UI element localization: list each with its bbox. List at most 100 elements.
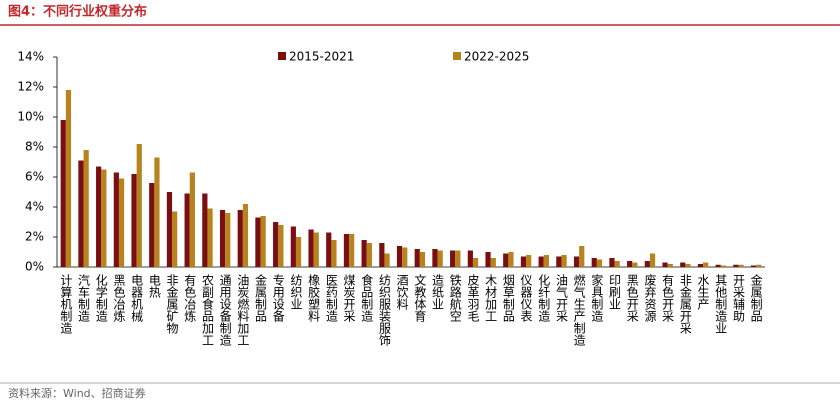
bar [308, 229, 314, 267]
bar [113, 172, 119, 267]
bar [255, 217, 261, 267]
bar [313, 232, 319, 267]
x-tick-label: 化学制造 [94, 274, 108, 322]
bar [467, 250, 473, 267]
x-tick-label: 非金属开采 [678, 274, 692, 334]
bar [543, 255, 549, 267]
y-tick-label: 14% [17, 50, 44, 64]
bar [644, 261, 650, 267]
bar [278, 225, 284, 267]
y-tick-label: 8% [25, 140, 44, 154]
bar [207, 208, 213, 267]
bar [260, 216, 266, 267]
y-tick-label: 10% [17, 110, 44, 124]
x-tick-label: 烟草制品 [501, 274, 515, 322]
bar [166, 192, 173, 267]
bar [662, 262, 668, 267]
bar [667, 264, 673, 267]
bar [290, 226, 296, 267]
bar [503, 253, 509, 267]
x-tick-label: 燃气生产制造 [572, 273, 586, 346]
bar [697, 264, 704, 267]
x-tick-label: 酒饮料 [395, 274, 409, 310]
x-tick-label: 专用设备 [271, 273, 285, 323]
bar [591, 258, 597, 267]
y-tick-label: 6% [25, 170, 44, 184]
bar [225, 213, 231, 267]
bar [485, 252, 491, 267]
bar [396, 246, 403, 267]
x-tick-label: 家具制造 [590, 273, 604, 322]
bar [450, 250, 456, 267]
bar [490, 258, 496, 267]
bar [343, 234, 350, 267]
bar [83, 150, 89, 267]
bar [419, 252, 426, 267]
legend-swatch [453, 52, 461, 60]
bar [202, 193, 208, 267]
bar [720, 265, 726, 267]
x-tick-label: 农副食品加工 [200, 274, 214, 346]
x-tick-label: 非金属矿物 [165, 274, 179, 334]
bar [60, 120, 66, 267]
bar [384, 253, 390, 267]
x-tick-label: 纺织服装服饰 [377, 274, 391, 346]
bar [101, 169, 107, 267]
chart-title: 图4：不同行业权重分布 [8, 4, 147, 20]
bar [96, 166, 102, 267]
x-tick-label: 有色冶炼 [183, 274, 197, 323]
bar [189, 172, 195, 267]
x-tick-label: 有色开采 [661, 274, 675, 322]
bar [295, 237, 302, 267]
bar [361, 240, 367, 267]
bar [237, 210, 243, 267]
bar [349, 234, 355, 267]
legend-label: 2022-2025 [464, 50, 529, 64]
x-tick-label: 油炭燃料加工 [236, 274, 250, 346]
bar [573, 256, 580, 267]
bar [172, 211, 178, 267]
bar [366, 243, 372, 267]
bar [154, 157, 160, 267]
x-tick-label: 木材加工 [484, 274, 498, 322]
bar [118, 178, 125, 267]
x-tick-label: 橡胶塑料 [307, 274, 321, 322]
bar [649, 253, 656, 267]
x-tick-label: 电热 [147, 274, 161, 299]
bar [556, 256, 562, 267]
x-tick-label: 造纸业 [431, 274, 445, 310]
x-tick-label: 黑色冶炼 [112, 274, 126, 323]
y-tick-label: 4% [25, 200, 44, 214]
bar [596, 259, 603, 267]
bar [184, 193, 190, 267]
bar [750, 265, 757, 267]
x-tick-label: 水生产 [696, 274, 710, 311]
bar [242, 204, 249, 267]
x-tick-label: 通用设备制造 [218, 274, 232, 346]
bar [561, 255, 567, 267]
x-tick-label: 仪器仪表 [519, 274, 533, 322]
bar [738, 264, 744, 267]
bar [520, 256, 527, 267]
x-tick-label: 文教体育 [413, 273, 427, 323]
x-tick-label: 印刷业 [608, 274, 622, 310]
x-tick-label: 纺织业 [289, 274, 303, 310]
x-tick-label: 金属制品 [749, 273, 763, 322]
y-tick-label: 0% [25, 260, 44, 274]
bar [756, 264, 762, 267]
bar [219, 210, 226, 267]
x-tick-label: 电器机械 [130, 274, 144, 322]
x-tick-label: 汽车制造 [77, 273, 91, 322]
bar [331, 240, 337, 267]
bar [432, 249, 438, 267]
bar [627, 261, 633, 267]
bar [526, 255, 532, 267]
source: 资料来源：Wind、招商证券 [8, 386, 146, 400]
x-tick-label: 化纤制造 [537, 274, 551, 322]
bar [614, 261, 620, 267]
bar [472, 258, 479, 267]
bar [733, 264, 739, 267]
bar [680, 262, 686, 267]
bar [703, 262, 709, 267]
